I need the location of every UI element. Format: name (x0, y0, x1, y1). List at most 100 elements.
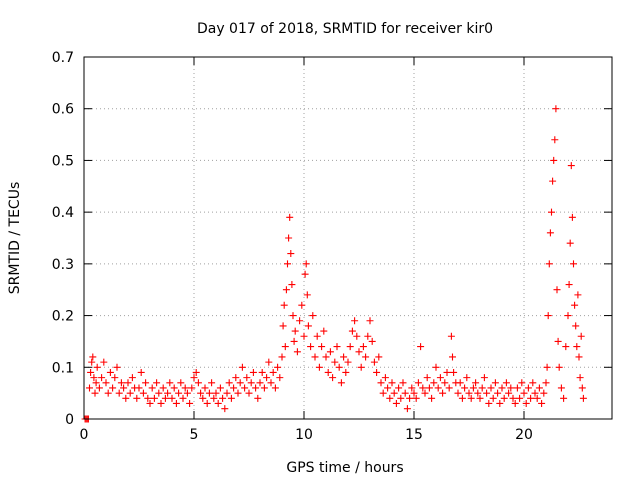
data-point (458, 394, 466, 402)
data-point (260, 384, 268, 392)
data-point (401, 389, 409, 397)
data-point (527, 394, 535, 402)
data-point (227, 394, 235, 402)
data-point (553, 286, 561, 294)
data-point (353, 332, 361, 340)
data-point (406, 394, 414, 402)
data-point (548, 208, 555, 216)
data-point (208, 379, 216, 387)
data-point (238, 363, 246, 371)
data-point (290, 337, 298, 345)
y-axis-label: SRMTID / TECUs (7, 182, 23, 295)
data-point (87, 368, 95, 376)
data-point (280, 301, 288, 309)
data-point (282, 286, 290, 294)
data-point (423, 374, 431, 382)
data-point (274, 363, 282, 371)
data-point (567, 162, 575, 170)
data-point (432, 363, 440, 371)
data-point (500, 394, 508, 402)
data-point (375, 353, 383, 361)
data-point (566, 239, 574, 247)
data-point (139, 389, 147, 397)
data-point (126, 389, 134, 397)
data-point (568, 213, 576, 221)
data-point (95, 384, 103, 392)
data-point (258, 368, 266, 376)
data-point (197, 389, 205, 397)
data-point (333, 343, 341, 351)
data-point (507, 384, 515, 392)
data-point (219, 394, 227, 402)
data-point (179, 394, 187, 402)
data-point (203, 399, 211, 407)
x-axis-label: GPS time / hours (286, 460, 403, 476)
data-point (417, 343, 425, 351)
data-point (461, 384, 469, 392)
data-point (265, 358, 273, 366)
data-point (564, 312, 572, 320)
data-point (545, 260, 553, 268)
data-point (271, 384, 279, 392)
data-point (362, 353, 370, 361)
data-point (100, 358, 108, 366)
data-point (205, 389, 213, 397)
data-point (318, 343, 326, 351)
data-point (489, 394, 497, 402)
data-point (546, 229, 554, 237)
data-point (414, 379, 422, 387)
data-point (370, 358, 378, 366)
data-point (144, 394, 152, 402)
data-point (170, 384, 178, 392)
data-point (326, 348, 334, 356)
data-point (366, 317, 374, 325)
data-point (572, 322, 580, 330)
data-point (551, 136, 559, 144)
data-point (311, 353, 319, 361)
data-point (168, 394, 176, 402)
data-point (535, 384, 543, 392)
data-point (544, 312, 552, 320)
data-point (249, 368, 257, 376)
data-point (469, 384, 477, 392)
data-point (472, 379, 480, 387)
data-point (502, 379, 510, 387)
data-point (225, 379, 233, 387)
data-point (351, 317, 359, 325)
data-point (161, 394, 169, 402)
data-point (300, 332, 308, 340)
data-point (538, 399, 546, 407)
data-point (549, 177, 557, 185)
data-point (164, 389, 172, 397)
data-point (483, 389, 491, 397)
data-point (133, 394, 141, 402)
data-point (302, 260, 310, 268)
data-point (399, 379, 407, 387)
data-point (498, 384, 506, 392)
data-point (368, 337, 376, 345)
data-point (221, 405, 229, 413)
data-point (128, 374, 136, 382)
data-point (570, 260, 577, 268)
data-point (286, 213, 294, 221)
data-point (340, 353, 348, 361)
data-point (485, 399, 493, 407)
data-point (212, 389, 220, 397)
data-point (377, 379, 385, 387)
data-point (194, 379, 202, 387)
data-point (177, 379, 185, 387)
data-point (456, 379, 464, 387)
data-point (419, 384, 427, 392)
data-point (304, 322, 312, 330)
data-point (531, 389, 539, 397)
data-point (223, 389, 231, 397)
data-point (142, 379, 150, 387)
data-point (425, 384, 433, 392)
y-tick-label: 0.4 (52, 205, 74, 221)
data-point (511, 399, 519, 407)
data-point (287, 250, 295, 258)
data-point (412, 394, 420, 402)
data-point (578, 384, 586, 392)
data-point (89, 353, 97, 361)
